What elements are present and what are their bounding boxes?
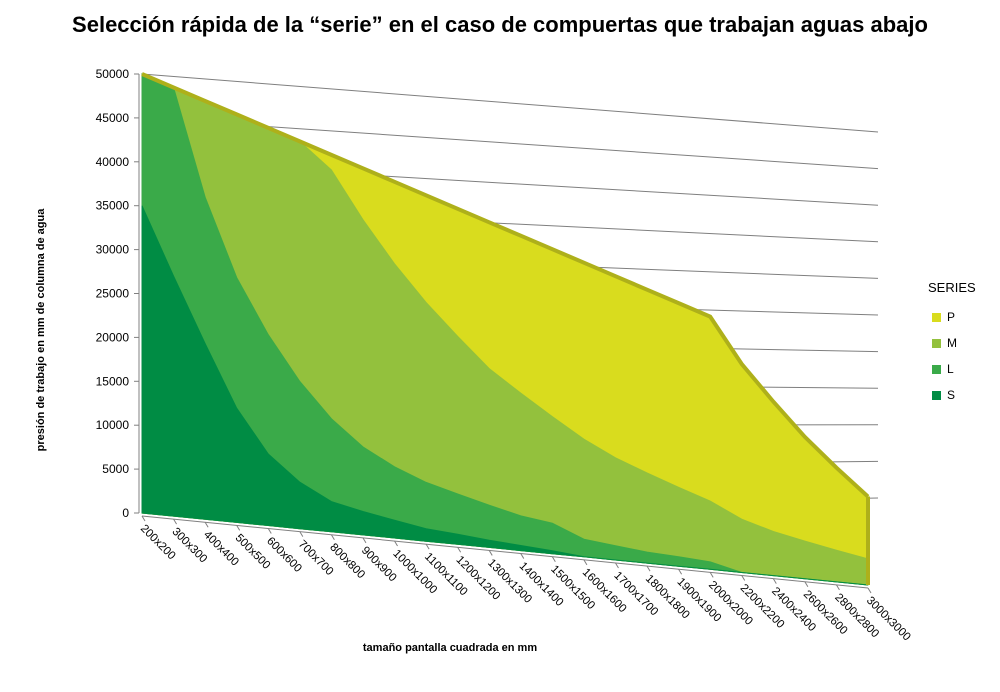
x-tick-mark — [741, 575, 746, 581]
x-tick-mark — [836, 584, 840, 591]
x-tick-label: 200x200 — [138, 523, 178, 563]
x-tick-label: 300x300 — [169, 526, 209, 566]
x-axis-line — [141, 515, 869, 589]
x-tick-mark — [615, 562, 619, 569]
area-top-edge — [141, 72, 870, 499]
x-tick-mark — [457, 547, 462, 553]
legend-swatch — [932, 364, 941, 374]
x-tick-mark — [551, 556, 556, 562]
y-axis-label: presión de trabajo en mm de columna de a… — [35, 208, 47, 452]
x-tick-mark — [330, 534, 335, 541]
legend-label: S — [947, 388, 956, 402]
chart-title: Selección rápida de la “serie” en el cas… — [72, 12, 928, 37]
legend-item-L: L — [932, 362, 954, 376]
y-tick-label: 20000 — [96, 330, 130, 344]
x-tick-label: 800x800 — [327, 541, 367, 581]
gridline — [141, 73, 879, 133]
x-tick-label: 700x700 — [296, 538, 336, 578]
legend-item-S: S — [932, 388, 955, 402]
y-tick-label: 5000 — [102, 462, 129, 476]
x-tick-label: 400x400 — [201, 529, 241, 569]
legend-swatch — [932, 312, 941, 322]
area-series — [141, 72, 870, 586]
y-tick-label: 0 — [122, 506, 129, 520]
x-tick-label: 500x500 — [233, 532, 273, 572]
x-tick-mark — [141, 515, 146, 522]
legend-label: P — [947, 310, 956, 324]
x-tick-label: 900x900 — [359, 545, 399, 585]
x-tick-mark — [709, 572, 714, 578]
x-tick-mark — [772, 578, 777, 584]
axes — [134, 73, 872, 594]
x-axis-label: tamaño pantalla cuadrada en mm — [362, 642, 538, 654]
legend-swatch — [932, 338, 941, 348]
x-tick-mark — [520, 553, 525, 559]
legend-swatch — [932, 390, 941, 400]
legend-title: SERIES — [928, 280, 976, 295]
x-tick-mark — [678, 568, 683, 575]
y-tick-label: 45000 — [96, 111, 130, 125]
x-tick-mark — [236, 525, 241, 531]
y-tick-label: 50000 — [96, 67, 130, 81]
x-tick-mark — [204, 522, 209, 528]
legend-item-P: P — [932, 310, 955, 324]
area-series-S — [141, 205, 869, 586]
legend-label: L — [947, 362, 954, 376]
x-tick-mark — [646, 565, 651, 572]
y-tick-label: 30000 — [96, 243, 130, 257]
x-tick-mark — [425, 543, 430, 550]
x-tick-mark — [173, 518, 177, 525]
x-tick-mark — [267, 528, 272, 534]
legend-item-M: M — [932, 336, 957, 350]
y-tick-label: 25000 — [96, 287, 130, 301]
x-tick-mark — [394, 540, 398, 547]
y-tick-labels: 0 5000 10000 15000 20000 25000 30000 35000 40000… — [96, 67, 130, 520]
y-tick-label: 10000 — [96, 418, 130, 432]
y-tick-label: 35000 — [96, 199, 130, 213]
legend-label: M — [947, 336, 957, 350]
x-tick-mark — [299, 531, 304, 537]
y-tick-label: 15000 — [96, 374, 130, 388]
x-tick-mark — [362, 537, 367, 544]
x-tick-mark — [583, 559, 588, 566]
x-tick-mark — [804, 581, 809, 587]
x-tick-label: 600x600 — [264, 535, 304, 575]
x-tick-mark — [488, 550, 493, 556]
y-tick-label: 40000 — [96, 155, 130, 169]
x-tick-mark — [867, 587, 872, 594]
